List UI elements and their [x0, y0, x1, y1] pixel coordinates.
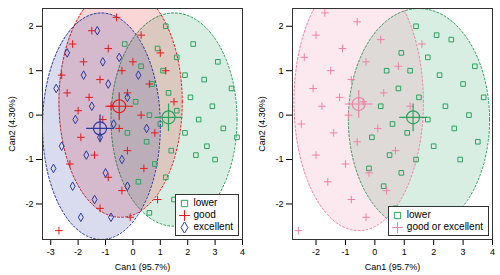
svg-text:0: 0: [28, 110, 33, 120]
svg-text:2: 2: [185, 247, 190, 257]
svg-text:1: 1: [278, 66, 283, 76]
svg-text:-1: -1: [341, 247, 349, 257]
svg-text:0: 0: [130, 247, 135, 257]
svg-text:2: 2: [278, 21, 283, 31]
html-text:lower: lower: [193, 197, 218, 208]
svg-text:Can2 (4.30%): Can2 (4.30%): [7, 96, 17, 152]
svg-text:-1: -1: [25, 154, 33, 164]
svg-text:-2: -2: [74, 247, 82, 257]
svg-text:3: 3: [213, 247, 218, 257]
svg-text:1: 1: [402, 247, 407, 257]
svg-text:-1: -1: [102, 247, 110, 257]
svg-text:0: 0: [372, 247, 377, 257]
html-text:excellent: excellent: [193, 221, 233, 232]
svg-text:Can2 (4.30%): Can2 (4.30%): [257, 96, 267, 152]
html-text:good: good: [193, 209, 216, 220]
svg-text:1: 1: [158, 247, 163, 257]
svg-text:-1: -1: [275, 154, 283, 164]
html-text:good or excellent: good or excellent: [406, 221, 483, 232]
svg-text:-2: -2: [275, 199, 283, 209]
svg-text:-3: -3: [47, 247, 55, 257]
html-text:lower: lower: [406, 209, 431, 220]
svg-text:4: 4: [490, 247, 495, 257]
svg-text:0: 0: [278, 110, 283, 120]
svg-text:4: 4: [240, 247, 245, 257]
svg-text:-2: -2: [312, 247, 320, 257]
svg-text:Can1 (95.7%): Can1 (95.7%): [365, 262, 421, 272]
svg-text:-2: -2: [25, 199, 33, 209]
svg-text:3: 3: [461, 247, 466, 257]
svg-text:Can1 (95.7%): Can1 (95.7%): [115, 262, 171, 272]
svg-text:2: 2: [28, 21, 33, 31]
svg-text:1: 1: [28, 66, 33, 76]
svg-text:2: 2: [431, 247, 436, 257]
